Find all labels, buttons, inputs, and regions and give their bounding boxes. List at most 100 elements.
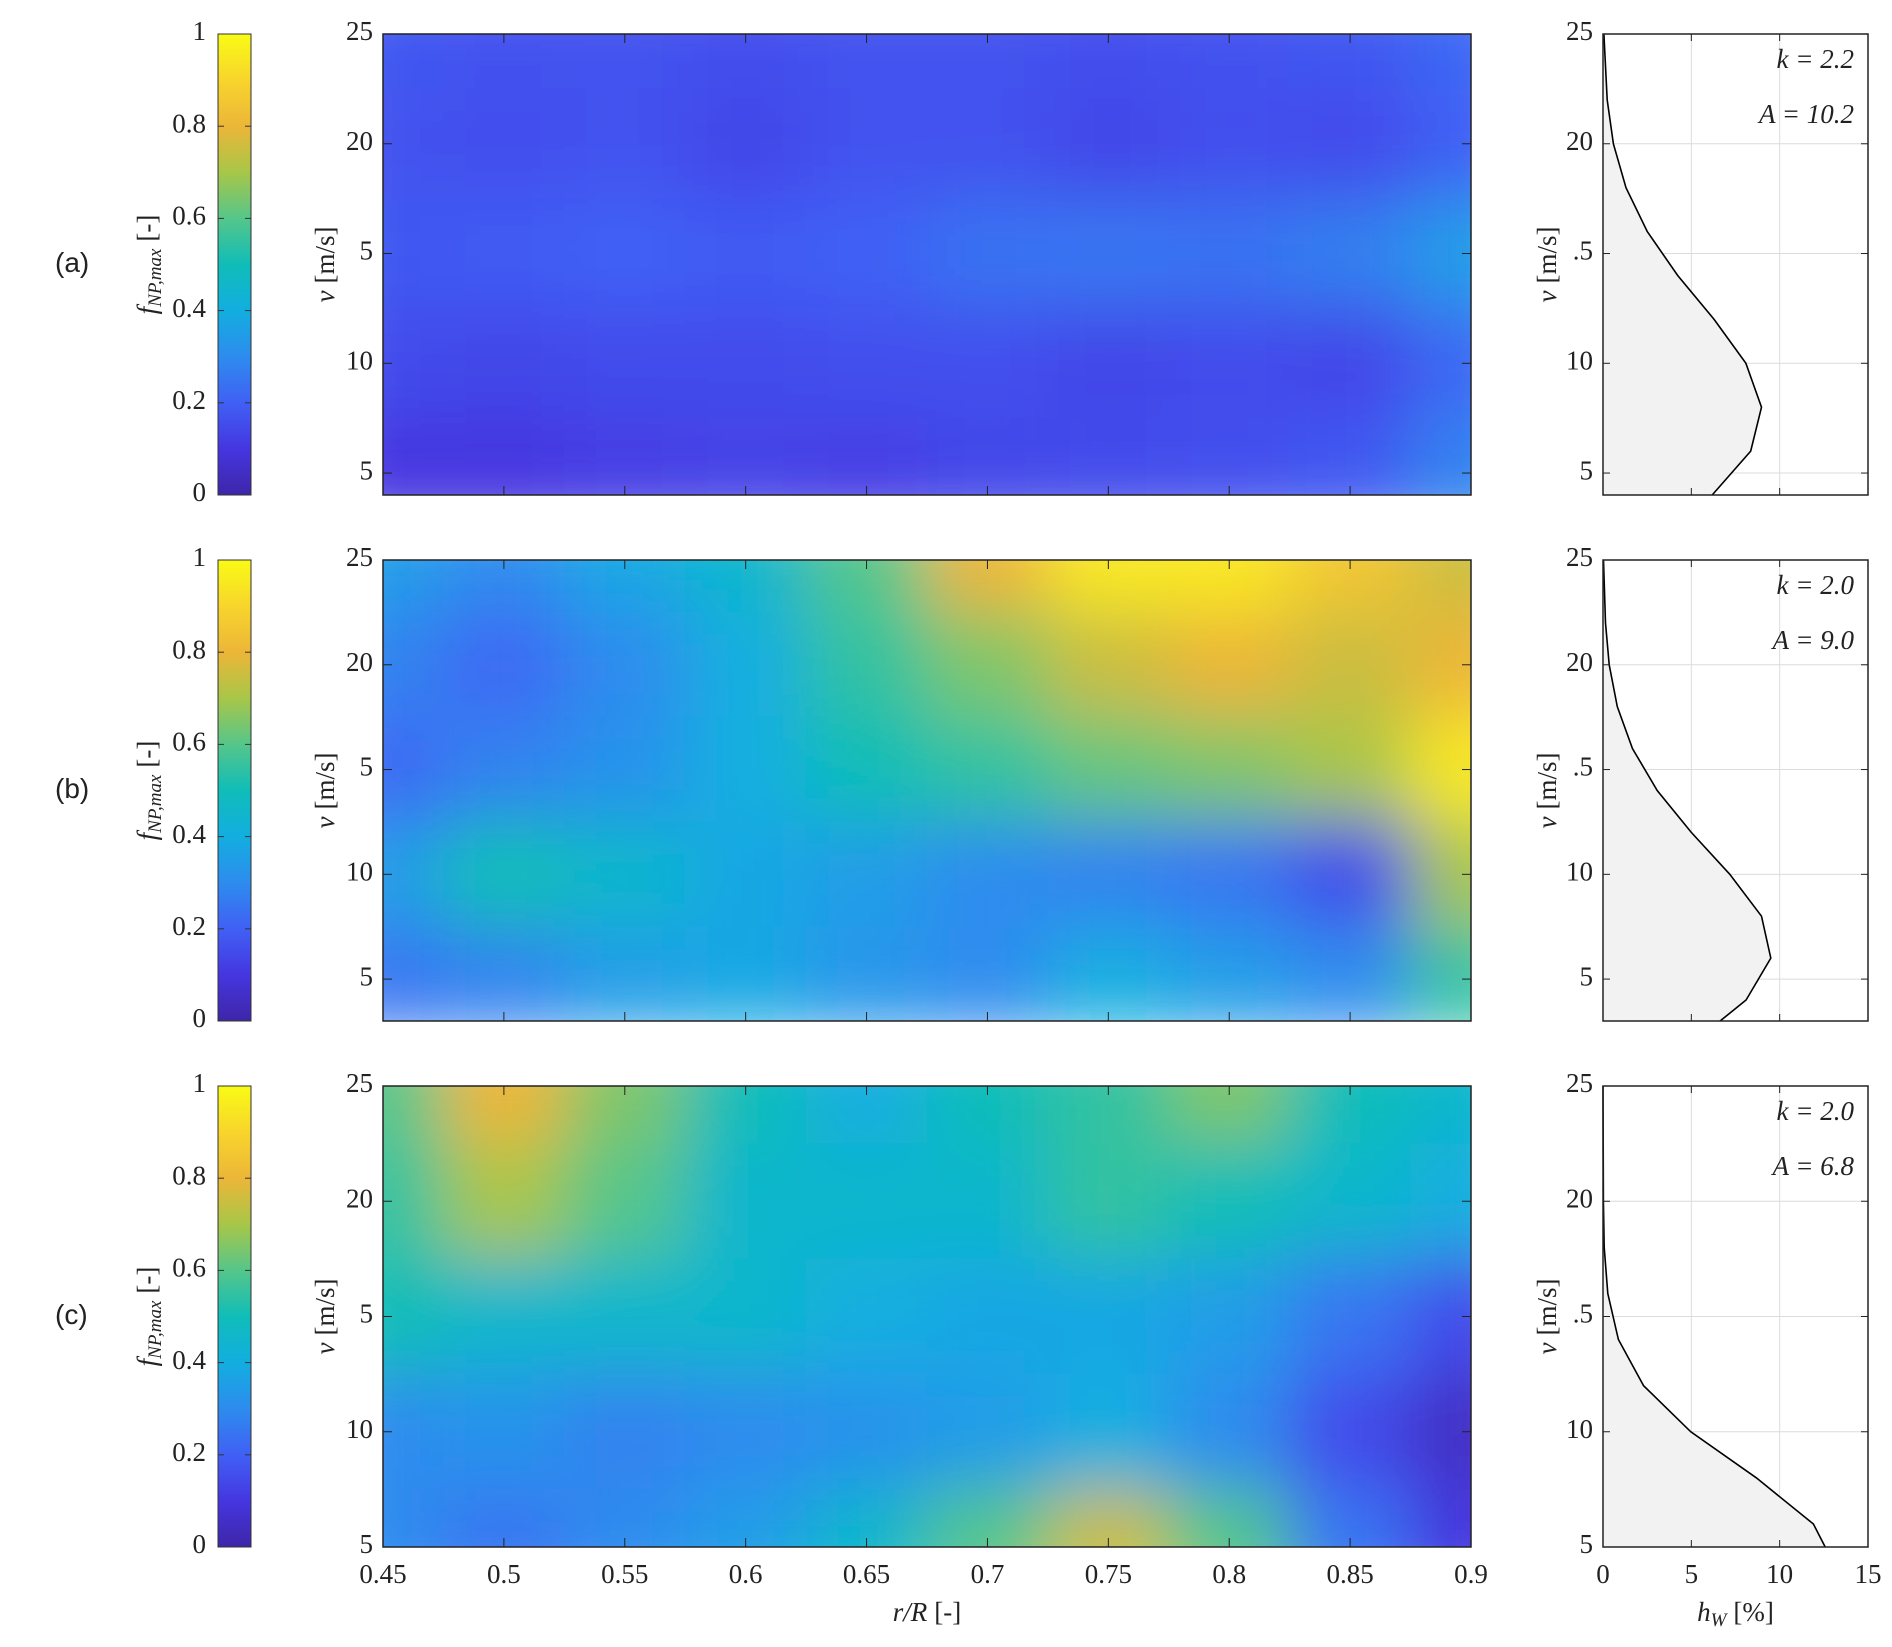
heatmap-cell [563,926,686,1021]
y-axis-label-unit: [m/s] [310,1279,340,1336]
y-tick-label: 5 [360,1529,374,1559]
heatmap-cell [684,716,807,823]
area [1603,560,1771,1021]
colorbar-tick-label: 0.4 [172,293,206,323]
x-axis-label-symbol: h [1697,1597,1711,1627]
heatmap-cell [805,198,928,309]
heatmap-cell [684,1258,807,1375]
heatmap-cell [442,716,565,823]
heatmap-cell [383,926,444,1021]
heatmap-cell [684,198,807,309]
heatmap-cell [1168,611,1291,718]
x-tick-label: 0.6 [729,1559,763,1589]
heatmap-cell [1047,1258,1170,1375]
y-axis-label: v [m/s] [1532,753,1562,829]
x-axis-label-unit: [-] [934,1597,961,1627]
line [1602,559,1772,1022]
heatmap-cell [926,716,1049,823]
heatmap-cell [684,417,807,495]
x-axis-label-unit: [%] [1733,1597,1773,1627]
area [1603,34,1762,495]
heatmap-cell [442,1488,565,1547]
heatmap-cell [563,1143,686,1260]
y-tick-label: 10 [346,345,373,375]
heatmap-cell [1289,88,1412,200]
heatmap-cell [1168,34,1291,90]
heatmap-cell [805,1143,928,1260]
heatmap-cell [805,716,928,823]
y-tick-label: 5 [360,455,374,485]
heatmap [383,560,1471,1021]
line [1603,33,1763,496]
heatmap-cell [442,34,565,90]
x-tick-label: 15 [1855,1559,1882,1589]
heatmap-cell [926,821,1049,928]
heatmap-cell [1289,307,1412,419]
y-tick-label: 25 [346,542,373,572]
heatmap-cell [1047,198,1170,309]
colorbar-tick-label: 0 [193,1003,207,1033]
annotation: A = 9.0 [1771,625,1855,655]
heatmap-cell [1289,926,1412,1021]
x-tick-label: 0.65 [843,1559,890,1589]
heatmap-cell [442,821,565,928]
y-tick-label: 10 [1566,345,1593,375]
heatmap-cell [563,716,686,823]
heatmap-cell [563,611,686,718]
y-tick-label: 5 [1580,455,1594,485]
x-axis-label: r/R [-] [893,1597,962,1627]
y-tick-label: 5 [1580,1529,1594,1559]
area [1603,1086,1826,1547]
colorbar-label: fNP,max [-] [132,741,166,841]
colorbar-label: fNP,max [-] [132,1267,166,1367]
x-tick-label: 0.9 [1454,1559,1488,1589]
heatmap-cell [926,417,1049,495]
heatmap-cell [383,560,444,613]
heatmap-cell [926,611,1049,718]
heatmap-cell [1289,1373,1412,1490]
heatmap-cell [383,1258,444,1375]
y-axis-label-unit: [m/s] [1532,227,1562,284]
heatmap-cell [383,198,444,309]
x-tick-label: 0.85 [1326,1559,1373,1589]
heatmap-cell [383,611,444,718]
colorbar-tick-label: 0.6 [172,727,206,757]
colorbar-tick-label: 0.8 [172,108,206,138]
heatmap-cell [383,88,444,200]
plot-frame [382,33,1472,496]
heatmap [383,34,1471,495]
heatmap-cell [563,417,686,495]
y-axis-label-unit: [m/s] [1532,753,1562,810]
heatmap-cell [805,1373,928,1490]
heatmap-cell [442,417,565,495]
heatmap-cell [805,611,928,718]
y-axis-label-symbol: v [1532,1342,1562,1354]
heatmap-cell [1168,1086,1291,1145]
heatmap-cell [383,417,444,495]
y-tick-label: 25 [1566,1068,1593,1098]
colorbar-label-unit: [-] [132,741,162,768]
heatmap-cell [805,1086,928,1145]
heatmap-cell [684,307,807,419]
heatmap-cell [563,34,686,90]
heatmap-cell [442,88,565,200]
heatmap-cell [684,34,807,90]
annotation: A = 6.8 [1771,1151,1855,1181]
y-tick-label: 25 [1566,542,1593,572]
y-axis-label: v [m/s] [310,753,340,829]
y-tick-label: 5 [360,752,374,782]
heatmap-cell [805,1258,928,1375]
heatmap-cell [1047,88,1170,200]
heatmap-cell [1410,1086,1471,1145]
heatmap-cell [684,1488,807,1547]
heatmap-cell [442,1143,565,1260]
y-axis-label-unit: [m/s] [310,753,340,810]
heatmap-cell [684,821,807,928]
heatmap-cell [1047,307,1170,419]
y-axis-label: v [m/s] [1532,1279,1562,1355]
colorbar-tick-label: 0.8 [172,1160,206,1190]
y-axis-label-unit: [m/s] [1532,1279,1562,1336]
y-tick-label: 20 [1566,126,1593,156]
heatmap-cell [1047,34,1170,90]
heatmap-cell [1168,88,1291,200]
